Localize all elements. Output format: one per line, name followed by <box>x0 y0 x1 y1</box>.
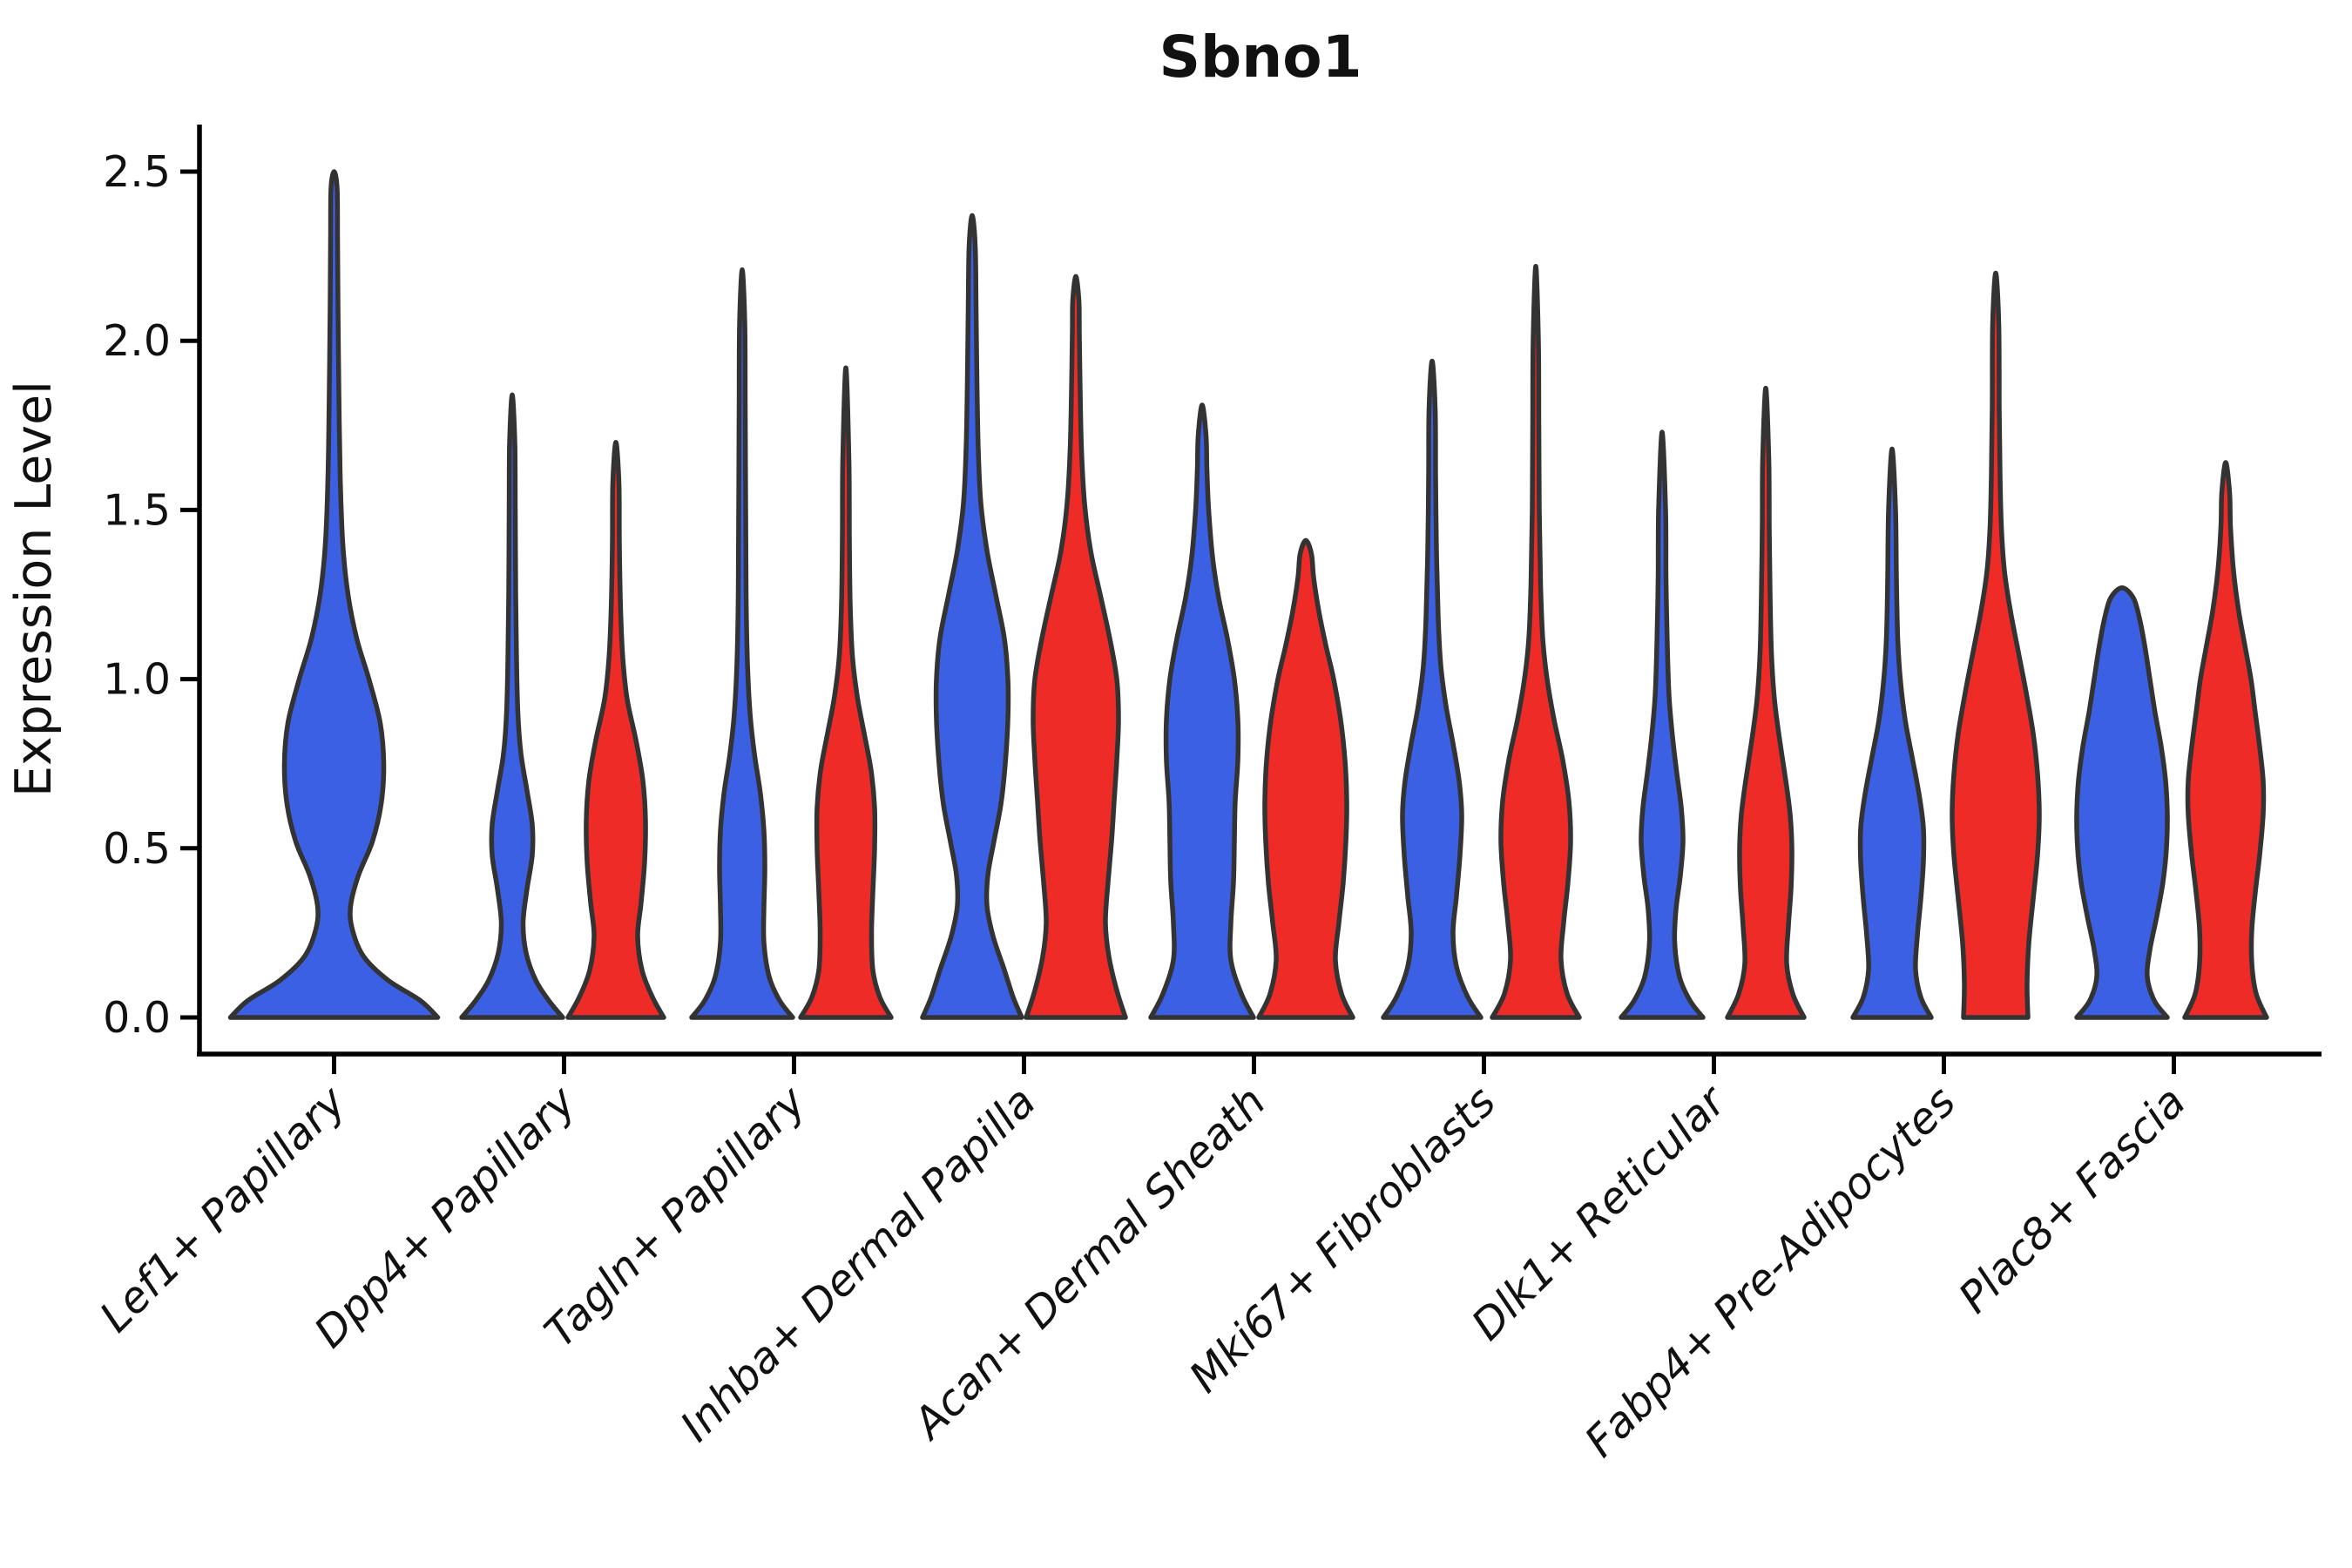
violin-dlk1-reticular-red <box>1725 385 1807 1020</box>
violin-dpp4-papillary-blue <box>459 392 565 1020</box>
violin-dlk1-reticular-blue <box>1619 429 1706 1020</box>
x-tick-label-lef1-papillary: Lef1+ Papillary <box>91 1076 356 1342</box>
violin-plac8-fascia-blue <box>2074 585 2170 1020</box>
violin-tagln-papillary-blue <box>689 267 795 1020</box>
page-title: Sbno1 <box>1159 24 1362 91</box>
violin-inhba-dermal-papilla-red <box>1024 274 1128 1020</box>
violin-lef1-papillary-blue <box>227 169 441 1020</box>
y-axis-ticks: 0.0 0.5 1.0 1.5 2.0 2.5 <box>103 147 199 1043</box>
violin-tagln-papillary-red <box>798 365 894 1020</box>
violin-mki67-fibroblasts-blue <box>1381 358 1484 1020</box>
y-tick-label-2.5: 2.5 <box>103 147 171 197</box>
violin-plac8-fascia-red <box>2182 460 2269 1020</box>
y-tick-label-2.0: 2.0 <box>103 316 171 366</box>
y-tick-label-1.0: 1.0 <box>103 655 171 705</box>
x-tick-label-plac8-fascia: Plac8+ Fascia <box>1950 1077 2195 1322</box>
x-tick-label-dlk1-reticular: Dlk1+ Reticular <box>1462 1075 1736 1349</box>
violin-acan-dermal-sheath-red <box>1256 537 1355 1020</box>
violin-acan-dermal-sheath-blue <box>1148 402 1256 1020</box>
y-tick-label-1.5: 1.5 <box>103 485 171 535</box>
violin-mki67-fibroblasts-red <box>1490 264 1582 1020</box>
x-tick-label-fabp4-pre-adipocytes: Fabp4+ Pre-Adipocytes <box>1575 1077 1965 1467</box>
violin-dpp4-papillary-red <box>565 439 666 1020</box>
violin-fabp4-pre-adipocytes-red <box>1950 270 2042 1020</box>
violin-series <box>227 169 2269 1020</box>
axes <box>197 125 2322 1057</box>
violin-fabp4-pre-adipocytes-blue <box>1850 446 1934 1020</box>
y-tick-label-0.0: 0.0 <box>103 993 171 1043</box>
y-tick-label-0.5: 0.5 <box>103 824 171 874</box>
y-axis-label: Expression Level <box>5 381 63 797</box>
violin-inhba-dermal-papilla-blue <box>920 213 1024 1020</box>
